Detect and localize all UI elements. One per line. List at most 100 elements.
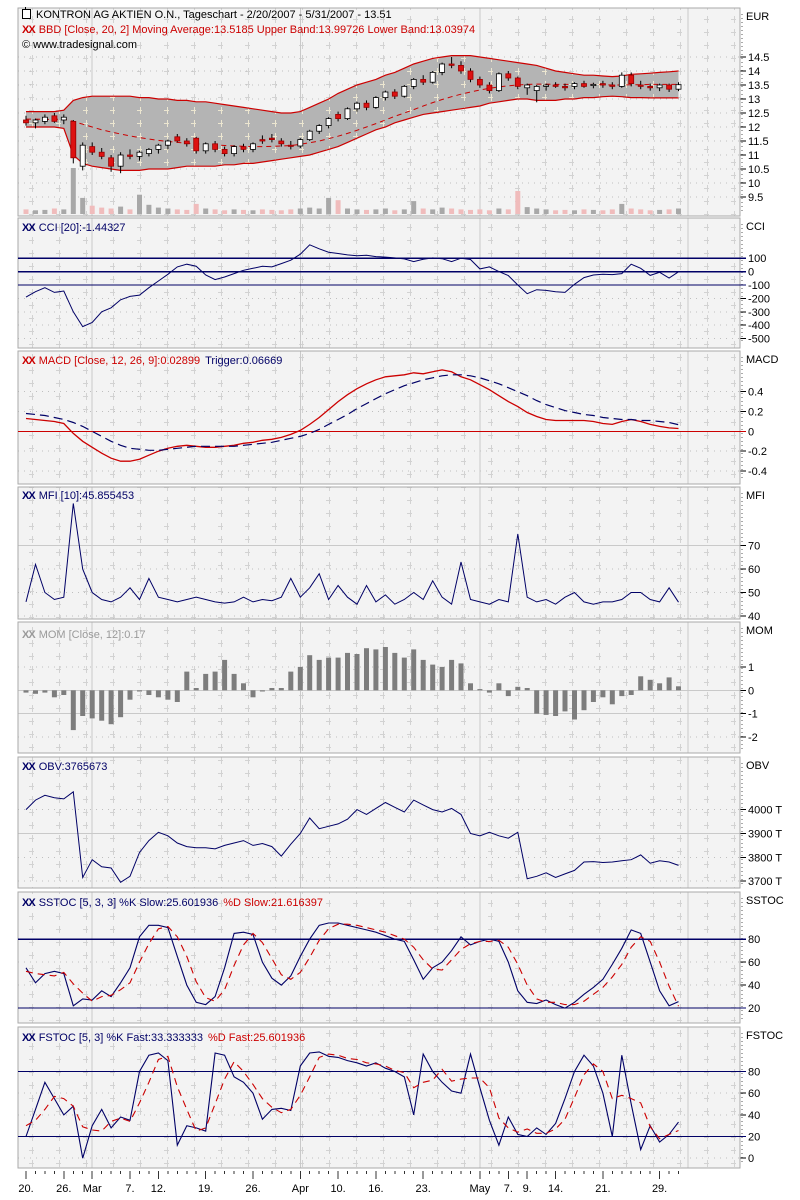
- mom-bar: [439, 666, 445, 691]
- mom-bar: [326, 657, 332, 691]
- candle-up: [495, 73, 502, 92]
- volume-bar: [572, 210, 577, 214]
- chart-title: KONTRON AG AKTIEN O.N., Tageschart - 2/2…: [36, 9, 392, 21]
- mom-axis-caption: MOM: [746, 625, 773, 637]
- mom-bar: [572, 690, 577, 720]
- bbd-legend-label: BBD [Close, 20, 2] Moving Average:13.518…: [38, 24, 476, 36]
- fstoc-axis-tick: 80: [748, 1066, 760, 1078]
- candle-up: [618, 74, 625, 87]
- sstoc-k-label: SSTOC [5, 3, 3] %K Slow:25.601936: [38, 897, 219, 909]
- volume-bar: [80, 197, 86, 214]
- volume-bar: [420, 208, 426, 214]
- mom-bar: [401, 657, 407, 691]
- candle-down: [666, 84, 672, 90]
- volume-bar: [222, 210, 228, 214]
- indicator-toggle-icon[interactable]: XX: [22, 222, 36, 234]
- mom-bar: [33, 690, 38, 694]
- volume-bar: [676, 208, 681, 214]
- volume-bar: [278, 210, 284, 214]
- candle-down: [89, 146, 96, 153]
- candle-up: [155, 144, 162, 150]
- candle-up: [524, 84, 531, 89]
- volume-bar: [430, 209, 436, 214]
- sstoc-d-line: [25, 923, 679, 1007]
- mom-bar: [99, 690, 105, 721]
- volume-bar: [118, 206, 124, 214]
- obv-axis-caption: OBV: [746, 760, 770, 772]
- volume-bar: [477, 209, 483, 214]
- indicator-toggle-icon[interactable]: XX: [22, 1032, 36, 1044]
- volume-bar: [411, 201, 417, 214]
- date-tick-label: 7.: [125, 1183, 134, 1195]
- date-tick-label: May: [470, 1183, 491, 1195]
- mom-bar: [515, 686, 521, 691]
- candle-up: [325, 118, 332, 126]
- candle-up: [79, 144, 86, 167]
- candle-up: [543, 84, 549, 87]
- candle-down: [363, 102, 370, 108]
- candle-down: [505, 73, 512, 79]
- panel-cci: 100 0-100-200 -300-400 -500 CCI: [17, 217, 770, 349]
- volume-bar: [638, 209, 644, 214]
- candle-down: [108, 157, 114, 167]
- indicator-toggle-icon[interactable]: XX: [22, 490, 36, 502]
- chart-title-row: KONTRON AG AKTIEN O.N., Tageschart - 2/2…: [22, 7, 392, 22]
- window-pin-icon[interactable]: [22, 7, 31, 19]
- mom-bar: [449, 659, 455, 691]
- volume-bar: [137, 194, 142, 214]
- price-axis-tick: 13.5: [748, 80, 769, 92]
- volume-bar: [203, 208, 209, 214]
- mom-bar: [468, 683, 473, 691]
- macd-axis-tick: 0.4: [748, 387, 763, 399]
- candle-up: [590, 84, 597, 87]
- indicator-toggle-icon[interactable]: XX: [22, 629, 36, 641]
- volume-bar: [590, 209, 596, 214]
- candle-down: [183, 140, 190, 145]
- volume-bar: [23, 209, 29, 214]
- mom-bar: [193, 688, 199, 691]
- indicator-toggle-icon[interactable]: XX: [22, 24, 36, 36]
- indicator-toggle-icon[interactable]: XX: [22, 897, 36, 909]
- candle-up: [136, 151, 143, 157]
- volume-bar: [42, 209, 48, 214]
- candle-up: [410, 79, 417, 87]
- candle-down: [51, 115, 58, 122]
- volume-bar: [326, 197, 332, 214]
- candle-down: [127, 154, 133, 157]
- candle-down: [70, 121, 77, 159]
- volume-bar: [155, 207, 161, 214]
- macd-line: [25, 369, 679, 462]
- mom-bar: [335, 657, 341, 691]
- candle-down: [23, 119, 29, 124]
- panel-fstoc: 80 60 40 20 0 FSTOC: [17, 1026, 783, 1169]
- mom-legend: XX MOM [Close, 12]:0.17: [22, 629, 146, 642]
- volume-bar: [515, 191, 521, 214]
- price-axis-tick: 13: [748, 94, 760, 106]
- price-axis-tick: 12: [748, 122, 760, 134]
- date-tick-label: 29.: [652, 1183, 667, 1195]
- candle-up: [117, 154, 124, 167]
- mom-bar: [241, 683, 246, 691]
- mom-bar: [638, 676, 644, 691]
- volume-bar: [458, 209, 464, 214]
- indicator-toggle-icon[interactable]: XX: [22, 355, 36, 367]
- volume-bar: [61, 209, 67, 214]
- indicator-toggle-icon[interactable]: XX: [22, 761, 36, 773]
- volume-bar: [373, 209, 379, 214]
- mom-bar: [581, 690, 587, 711]
- date-tick-label: 19.: [198, 1183, 213, 1195]
- price-series: [23, 54, 682, 214]
- price-axis-tick: 10: [748, 178, 760, 190]
- bollinger-lower-line: [26, 95, 679, 171]
- mom-bar: [619, 690, 625, 697]
- fstoc-axis-tick: 60: [748, 1088, 760, 1100]
- candle-down: [476, 79, 483, 86]
- obv-line: [25, 790, 679, 883]
- date-tick-label: 9.: [523, 1183, 532, 1195]
- mom-bar: [543, 690, 549, 715]
- candle-down: [240, 146, 247, 150]
- candle-up: [675, 84, 682, 90]
- volume-bar: [486, 210, 492, 214]
- fstoc-k-line: [25, 1051, 679, 1159]
- volume-bar: [364, 209, 369, 214]
